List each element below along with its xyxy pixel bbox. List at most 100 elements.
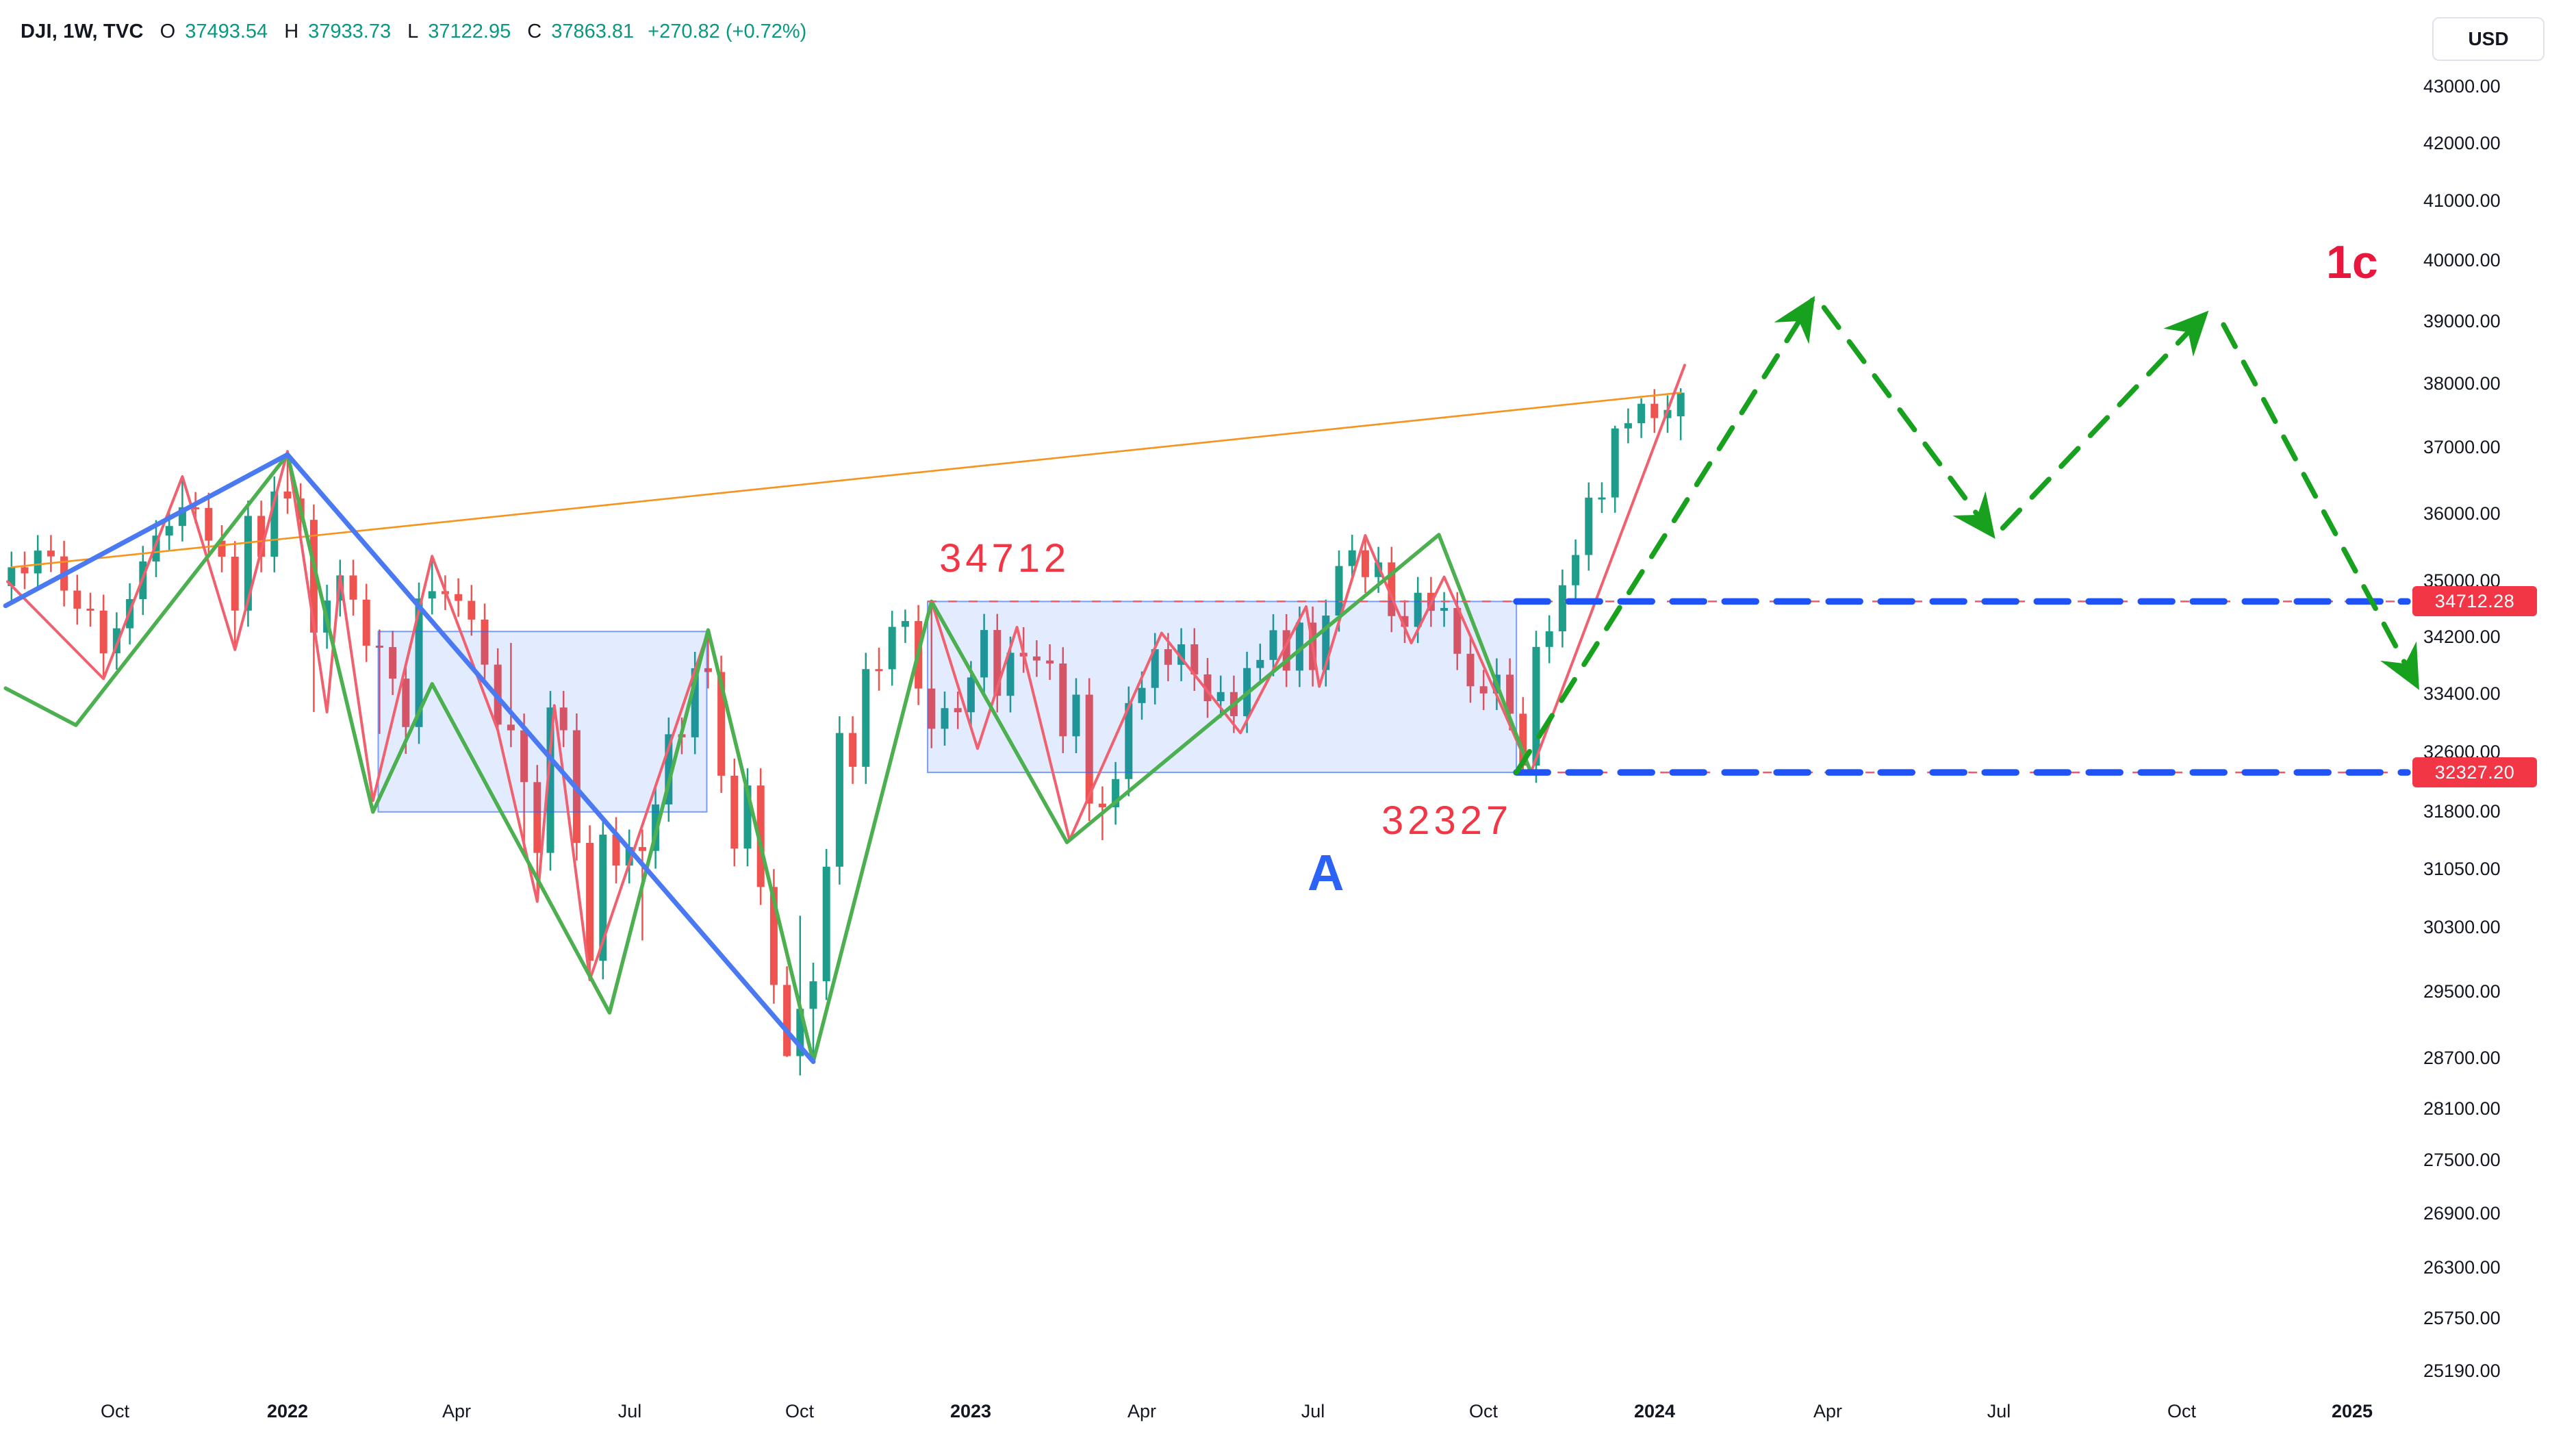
high-value: 37933.73 [308, 21, 392, 42]
upper-level-annotation[interactable]: 34712 [939, 536, 1071, 581]
candle-body [559, 707, 568, 731]
candle-body [34, 551, 42, 574]
projection-arrow-segment[interactable] [2000, 310, 2209, 531]
y-tick-label: 26300.00 [2423, 1256, 2501, 1278]
x-tick-label: Oct [2167, 1401, 2197, 1421]
candle-body [1585, 497, 1593, 555]
candle-body [704, 668, 712, 672]
candle-body [1046, 660, 1054, 664]
candle-body [1335, 566, 1343, 616]
candle-body [1375, 562, 1383, 577]
candle-body [1032, 656, 1041, 661]
y-tick-label: 28700.00 [2423, 1047, 2501, 1068]
currency-button[interactable]: USD [2432, 17, 2545, 61]
candle-body [1558, 585, 1566, 632]
change-value: +270.82 (+0.72%) [648, 21, 807, 42]
candle-body [520, 730, 528, 783]
candle-body [1085, 694, 1093, 804]
candle-body [1598, 497, 1606, 500]
candle-body [612, 834, 620, 866]
candle-body [428, 591, 436, 599]
x-tick-label: 2024 [1633, 1401, 1676, 1421]
candle-body [691, 668, 699, 737]
x-tick-label: Apr [1127, 1401, 1157, 1421]
y-tick-label: 42000.00 [2423, 132, 2501, 153]
y-tick-label: 38000.00 [2423, 372, 2501, 394]
candle-body [1112, 779, 1120, 807]
candle-body [47, 551, 55, 557]
candle-body [1269, 630, 1277, 660]
wave-a-annotation[interactable]: A [1308, 844, 1344, 901]
candle-body [244, 516, 252, 611]
x-tick-label: Oct [1468, 1401, 1499, 1421]
candle-body [1676, 392, 1685, 416]
candle-body [665, 734, 673, 805]
y-tick-label: 30300.00 [2423, 917, 2501, 938]
candle-body [1624, 423, 1632, 429]
close-label: C [527, 21, 542, 42]
candle-body [270, 491, 279, 557]
candle-body [586, 842, 594, 961]
y-tick-label: 29500.00 [2423, 981, 2501, 1002]
candle-body [1059, 663, 1067, 737]
candle-body [309, 520, 318, 633]
x-tick-label: 2022 [266, 1401, 309, 1421]
candle-body [375, 645, 383, 648]
candle-body [599, 834, 607, 961]
candle-body [967, 677, 975, 713]
open-label: O [160, 21, 176, 42]
x-tick-label: Oct [785, 1401, 815, 1421]
candle-body [1545, 631, 1553, 647]
projection-arrow-segment[interactable] [2221, 322, 2420, 690]
candle-body [1479, 686, 1488, 694]
candle-body [809, 981, 817, 1009]
low-value: 37122.95 [428, 21, 511, 42]
candle-body [1138, 687, 1146, 703]
lower-price-badge: 32327.20 [2412, 757, 2537, 788]
x-tick-label: 2025 [2331, 1401, 2373, 1421]
projection-arrow-segment[interactable] [1821, 305, 1995, 539]
candle-body [769, 887, 778, 985]
candle-body [218, 540, 226, 557]
x-tick-label: Apr [1813, 1401, 1843, 1421]
candle-body [1348, 550, 1356, 566]
zigzag-major-blue [3, 452, 816, 1064]
candle-body [1506, 674, 1514, 714]
candle-body [862, 669, 870, 767]
x-tick-label: Jul [1301, 1401, 1325, 1421]
candle-body [1388, 562, 1396, 616]
candle-body [822, 866, 830, 982]
candle-body [165, 526, 173, 536]
candle-body [21, 567, 29, 574]
candle-body [73, 590, 81, 609]
zigzag-fine-orange [10, 392, 1682, 568]
horizontal-level-rays [928, 598, 2411, 776]
zigzag-overlays [3, 364, 1686, 1064]
candle-body [507, 724, 515, 731]
projection-arrow-segment[interactable] [1514, 296, 1815, 775]
candle-body [112, 628, 120, 654]
candle-body [783, 985, 791, 1057]
wave-1c-annotation[interactable]: 1c [2326, 236, 2378, 288]
candle-body [1072, 694, 1080, 737]
price-range-box[interactable] [377, 631, 708, 813]
candle-body [205, 507, 213, 541]
candle-body [533, 782, 541, 853]
candle-body [362, 599, 370, 646]
candle-body [1361, 550, 1369, 577]
candle-body [625, 847, 633, 866]
symbol-legend[interactable]: DJI, 1W, TVC O 37493.54 H 37933.73 L 37122.… [21, 21, 806, 43]
x-tick-label: 2023 [949, 1401, 992, 1421]
candle-body [1151, 649, 1159, 688]
y-tick-label: 31800.00 [2423, 800, 2501, 822]
candle-body [1098, 803, 1106, 807]
lower-level-annotation[interactable]: 32327 [1381, 798, 1513, 843]
low-label: L [407, 21, 419, 42]
close-value: 37863.81 [551, 21, 635, 42]
candle-body [1190, 644, 1199, 674]
candle-body [849, 733, 857, 767]
candle-body [192, 507, 200, 509]
candle-body [1295, 622, 1303, 671]
